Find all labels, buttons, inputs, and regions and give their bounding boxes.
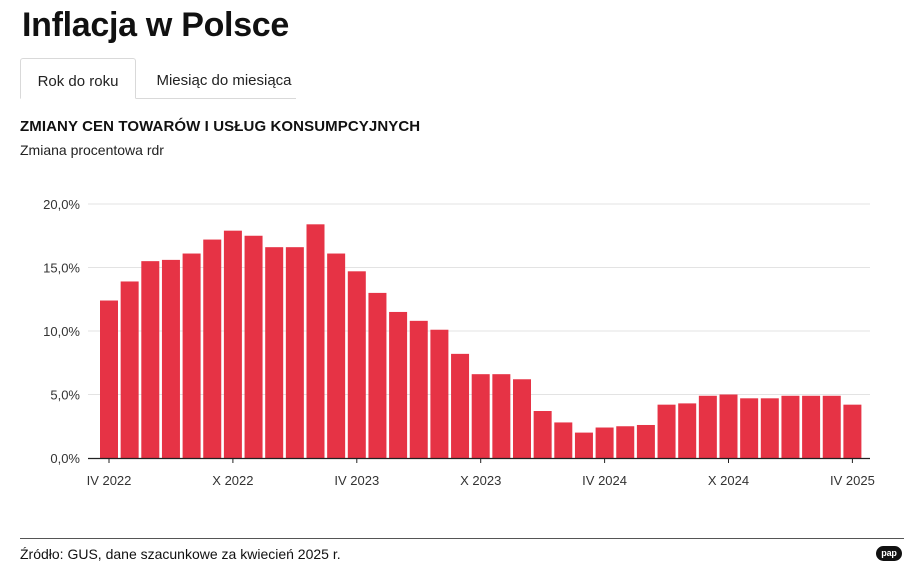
tab-rok-do-roku[interactable]: Rok do roku — [20, 58, 136, 99]
bar-chart: 0,0% 5,0% 10,0% 15,0% 20,0% IV 2022 X 2022 IV 2… — [43, 197, 875, 488]
bar — [554, 422, 573, 458]
x-tick-label: IV 2022 — [87, 473, 132, 488]
bar — [306, 224, 325, 458]
tab-bar: Rok do roku Miesiąc do miesiąca — [20, 58, 296, 99]
bar — [616, 426, 635, 458]
y-tick-label: 15,0% — [43, 261, 80, 276]
chart-subtitle: Zmiana procentowa rdr — [20, 142, 164, 158]
bar — [430, 329, 449, 458]
x-tick-label: IV 2025 — [830, 473, 875, 488]
pap-logo: pap — [876, 546, 902, 561]
bar — [657, 404, 676, 458]
y-tick-label: 0,0% — [50, 451, 80, 466]
bar — [368, 292, 387, 458]
bar — [182, 253, 201, 458]
bar — [636, 424, 655, 458]
bar — [223, 230, 242, 458]
y-tick-label: 5,0% — [50, 388, 80, 403]
x-tick-label: IV 2024 — [582, 473, 627, 488]
bar — [244, 235, 263, 458]
bar — [451, 353, 470, 458]
bar — [513, 379, 531, 458]
x-tick-label: X 2023 — [460, 473, 501, 488]
bar — [100, 300, 118, 458]
page-title: Inflacja w Polsce — [22, 6, 290, 44]
x-tick-label: X 2022 — [212, 473, 253, 488]
bar — [822, 395, 841, 458]
bar — [409, 320, 428, 458]
bar — [203, 239, 222, 458]
bar — [120, 281, 139, 458]
bar — [698, 395, 717, 458]
bar — [574, 432, 593, 458]
bar — [595, 427, 614, 458]
bar — [141, 261, 160, 458]
bar — [285, 247, 304, 458]
y-tick-label: 20,0% — [43, 197, 80, 212]
bar — [347, 271, 366, 458]
bar — [327, 253, 346, 458]
bar — [678, 403, 697, 458]
bar — [843, 404, 862, 458]
bar — [760, 398, 779, 458]
bar — [161, 259, 180, 458]
bar — [802, 395, 821, 458]
footer-divider — [20, 538, 904, 539]
bar — [719, 394, 738, 458]
x-tick-label: IV 2023 — [334, 473, 379, 488]
bar — [389, 311, 408, 458]
x-tick-label: X 2024 — [708, 473, 749, 488]
y-tick-label: 10,0% — [43, 324, 80, 339]
tab-miesiac-do-miesiaca[interactable]: Miesiąc do miesiąca — [156, 72, 292, 89]
bar — [471, 374, 490, 458]
bar — [533, 411, 552, 458]
source-note: Źródło: GUS, dane szacunkowe za kwiecień… — [20, 546, 341, 562]
bar — [740, 398, 759, 458]
bar — [781, 395, 800, 458]
bar — [265, 247, 284, 458]
bar — [492, 374, 511, 458]
chart-title: ZMIANY CEN TOWARÓW I USŁUG KONSUMPCYJNYC… — [20, 118, 421, 135]
